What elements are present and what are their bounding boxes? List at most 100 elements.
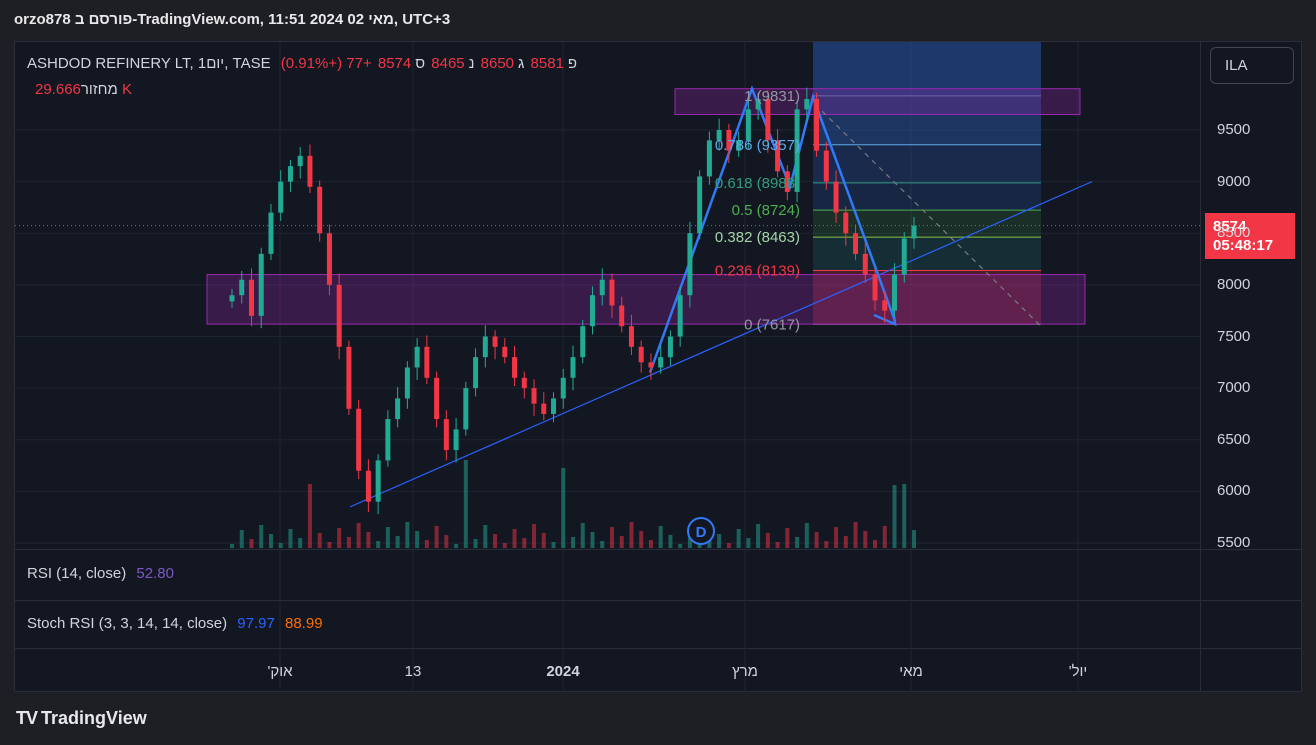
volume-bar [307, 484, 312, 548]
volume-legend[interactable]: מחזור29.666 K [27, 81, 132, 98]
tradingview-logo[interactable]: TV TradingView [16, 708, 147, 729]
volume-bar [775, 542, 780, 548]
candle-body [482, 336, 488, 358]
time-tick: 'אוק [267, 663, 293, 680]
candle-body [570, 357, 576, 378]
fib-band [813, 95, 1041, 145]
candle-body [346, 346, 352, 409]
tradingview-logo-icon: TV [16, 708, 38, 728]
volume-bar [268, 534, 273, 548]
chart-grid [15, 42, 1200, 690]
candle-body [434, 377, 440, 420]
symbol-legend[interactable]: ASHDOD REFINERY LT, 1יום, TASE פ8581 ג86… [27, 55, 577, 72]
candle-body [589, 295, 595, 327]
candle-body [677, 295, 683, 337]
rsi-pane-separator[interactable] [14, 600, 1302, 601]
price-zone [674, 88, 1081, 116]
volume-bar [892, 485, 897, 548]
projection-line [814, 103, 1042, 327]
volume-bar [678, 544, 683, 548]
volume-bar [327, 542, 332, 548]
candle-body [911, 225, 917, 239]
volume-bar [473, 539, 478, 548]
volume-bar [658, 526, 663, 548]
price-tick: 7500 [1217, 327, 1251, 345]
stoch-rsi-legend[interactable]: Stoch RSI (3, 3, 14, 14, close) 97.97 88… [27, 615, 323, 632]
price-tick: 5500 [1217, 534, 1251, 551]
volume-bar [561, 468, 566, 548]
candle-body [551, 398, 557, 414]
symbol-name[interactable]: ASHDOD REFINERY LT, 1יום, TASE [27, 55, 271, 72]
candle-body [872, 274, 878, 301]
change-value: +77 (+0.91%) [280, 55, 372, 72]
candle-body [307, 155, 313, 187]
volume-bar [600, 541, 605, 548]
fib-band [813, 182, 1041, 211]
candle-body [287, 166, 293, 182]
volume-bar [259, 525, 264, 548]
trend-line [349, 181, 1093, 508]
volume-bar [580, 523, 585, 548]
fib-band [813, 270, 1041, 325]
price-tick: 8000 [1217, 275, 1251, 293]
candle-body [395, 398, 401, 420]
price-tick: 6000 [1217, 482, 1251, 500]
candle-body [882, 300, 888, 311]
volume-bar [863, 531, 868, 548]
stoch-rsi-d: 88.99 [285, 615, 323, 632]
volume-bar [882, 526, 887, 548]
volume-bar [434, 526, 439, 548]
volume-bar [736, 529, 741, 548]
fib-level-label: 0.786 (9357) [715, 137, 800, 154]
candle-body [239, 279, 245, 296]
volume-bar [317, 533, 322, 548]
volume-bar [444, 535, 449, 548]
volume-bar [230, 544, 234, 548]
rsi-legend[interactable]: RSI (14, close) 52.80 [27, 565, 174, 582]
candle-body [833, 181, 839, 213]
candle-body [843, 212, 849, 234]
volume-value: 29.666 K [35, 81, 133, 98]
candle-body [823, 150, 829, 182]
close-label: ס [415, 55, 426, 72]
chart-frame[interactable] [14, 41, 1302, 692]
volume-bar [337, 528, 342, 548]
last-price-value: 8574 [1213, 218, 1247, 235]
candle-body [365, 470, 371, 502]
candle-body [560, 377, 566, 399]
candle-body [638, 346, 644, 363]
price-zone [206, 274, 1086, 325]
main-pane-separator[interactable] [14, 549, 1302, 550]
rsi-value: 52.80 [136, 565, 174, 582]
candle-body [804, 99, 810, 110]
volume-bar [726, 543, 731, 548]
volume-bar [834, 527, 839, 548]
candle-body [453, 429, 459, 451]
stoch-pane-separator [14, 648, 1302, 649]
volume-bar [902, 484, 907, 548]
volume-bar [493, 534, 498, 548]
candle-body [648, 362, 654, 368]
time-tick: מאי [899, 663, 923, 680]
volume-series [230, 460, 916, 548]
fib-level-label: 0.382 (8463) [715, 229, 800, 246]
volume-bar [619, 536, 624, 548]
candle-body [580, 326, 586, 358]
fib-level-label: 0.5 (8724) [732, 202, 800, 219]
volume-bar [483, 525, 488, 548]
candle-body [443, 419, 449, 451]
fib-level-label: 0.618 (8988) [715, 175, 800, 192]
candle-body [375, 460, 381, 502]
candle-body [814, 99, 820, 151]
volume-bar [356, 523, 361, 548]
candle-body [278, 181, 284, 213]
candle-body [404, 367, 410, 399]
open-value: 8581 [530, 55, 564, 72]
candle-body [326, 233, 332, 285]
tradingview-logo-text: TradingView [41, 708, 147, 728]
bar-countdown: 05:48:17 [1213, 237, 1274, 254]
dividend-marker[interactable]: D [687, 517, 715, 545]
high-label: ג [518, 55, 525, 72]
currency-button[interactable]: ILA [1210, 47, 1294, 84]
